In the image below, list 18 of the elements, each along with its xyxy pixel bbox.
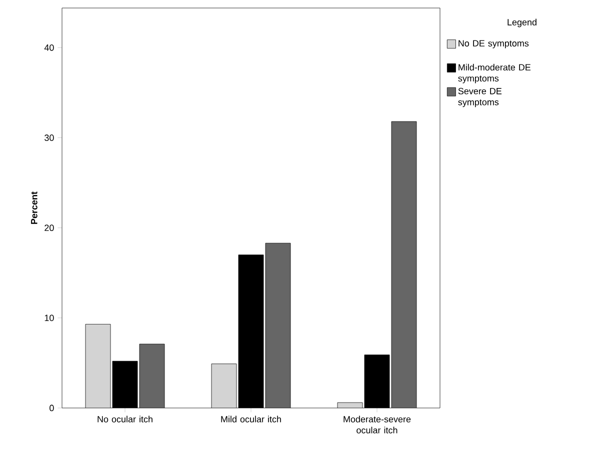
x-tick-label: Moderate-severe ocular itch [344,416,411,434]
legend-label: Severe DE symptoms [458,88,502,108]
y-tick-label: 10 [44,314,54,322]
legend-title: Legend [508,18,536,28]
bar [265,242,291,408]
y-tick-label: 40 [44,44,54,51]
bar [211,364,237,408]
y-tick-label: 0 [50,404,54,412]
y-tick-label: 20 [44,224,54,232]
legend-label: Mild-moderate DE symptoms [458,64,531,84]
legend-label: No DE symptoms [458,40,529,48]
y-axis-title: Percent [31,192,38,224]
bar [85,324,111,408]
bar [391,121,417,408]
bar [139,344,165,408]
x-tick-label: Mild ocular itch [221,416,281,422]
y-tick-label: 30 [44,134,54,141]
x-tick-label: No ocular itch [98,416,152,422]
